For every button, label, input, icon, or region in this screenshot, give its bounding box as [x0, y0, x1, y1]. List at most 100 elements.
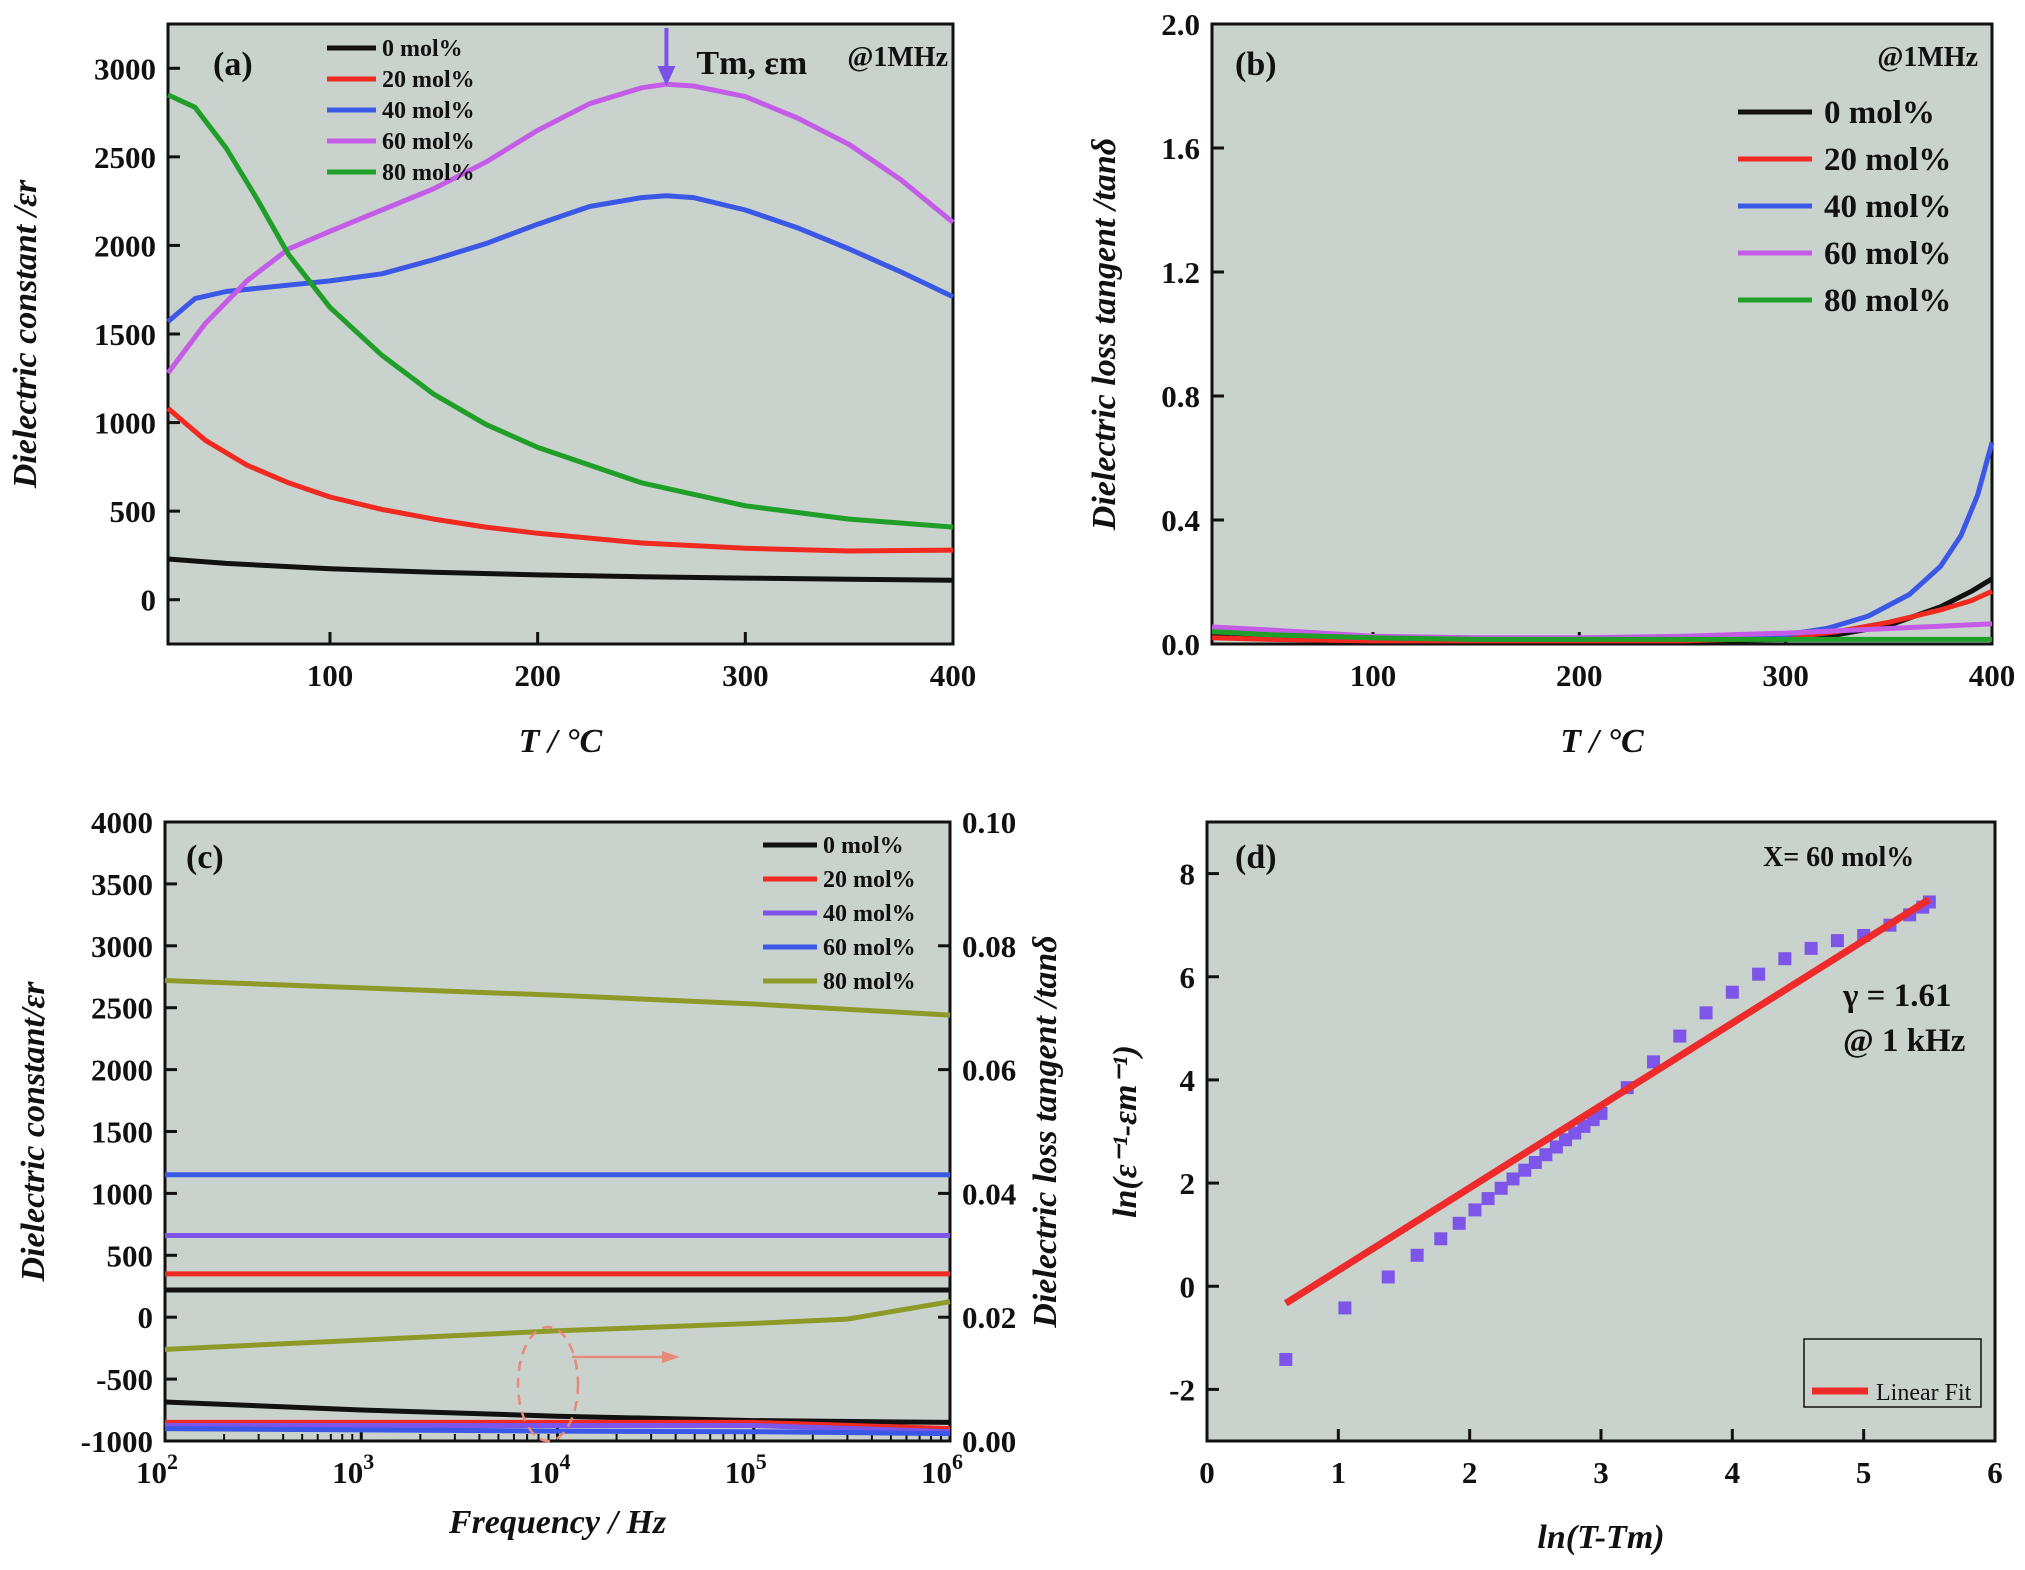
x-tick-exponent: 3 [363, 1449, 374, 1474]
y-tick-label: 500 [107, 1238, 154, 1273]
legend-label: 60 mol% [823, 935, 916, 961]
x-tick-base: 10 [921, 1455, 952, 1490]
x-tick-label: 105 [725, 1449, 767, 1490]
y-right-axis-label: Dielectric loss tangent /tanδ [1027, 935, 1064, 1328]
scatter-point [1647, 1055, 1661, 1069]
scatter-point [1804, 941, 1818, 955]
legend-label: 80 mol% [382, 160, 475, 186]
x-tick-exponent: 4 [560, 1449, 571, 1474]
legend-label: 20 mol% [1824, 142, 1951, 178]
scatter-point [1528, 1155, 1542, 1169]
y-axis-label: ln(ε⁻¹-εm⁻¹) [1107, 1045, 1144, 1218]
x-tick-label: 6 [1987, 1455, 2003, 1490]
peak-arrow-head [657, 66, 676, 86]
scatter-point [1434, 1232, 1448, 1246]
y-tick-label: 6 [1180, 960, 1196, 995]
x-tick-label: 300 [722, 658, 769, 693]
scatter-point [1381, 1270, 1395, 1284]
y-axis-label: Dielectric constant/εr [15, 981, 52, 1283]
y-tick-label: 0 [1180, 1269, 1196, 1304]
x-tick-base: 10 [332, 1455, 363, 1490]
y-tick-label: 0 [138, 1300, 154, 1335]
y-right-tick-label: 0.10 [962, 805, 1016, 840]
x-tick-base: 10 [136, 1455, 167, 1490]
y-tick-label: 2500 [91, 991, 153, 1026]
x-tick-label: 100 [307, 658, 354, 693]
scatter-point [1468, 1203, 1482, 1217]
scatter-point [1673, 1029, 1687, 1043]
chart-panel-c: 102 103 104 105 106-1000-5000500100015002000… [15, 805, 1064, 1541]
axis-indicator-ellipse [516, 1325, 580, 1443]
x-tick-base: 10 [725, 1455, 756, 1490]
gamma-annotation: γ = 1.61 [1842, 978, 1952, 1014]
scatter-point [1699, 1006, 1713, 1020]
y-tick-label: 2.0 [1161, 7, 1200, 42]
plot-area-b [1210, 22, 1994, 646]
legend-label: Linear Fit [1876, 1380, 1972, 1406]
y-tick-label: 0.0 [1161, 627, 1200, 662]
x-tick-label: 300 [1762, 658, 1809, 693]
legend-label: 20 mol% [823, 867, 916, 893]
legend-label: 20 mol% [382, 67, 475, 93]
scatter-point [1539, 1148, 1553, 1162]
scatter-point [1279, 1352, 1293, 1366]
y-tick-label: 2 [1180, 1166, 1196, 1201]
legend-label: 0 mol% [823, 833, 904, 859]
scatter-point [1752, 967, 1766, 981]
y-tick-label: 2000 [91, 1053, 153, 1088]
series-line-a-0 [167, 556, 954, 583]
y-right-tick-label: 0.04 [962, 1176, 1016, 1211]
chart-panel-b: 100 200 300 400 0.0 0.4 0.8 1.2 1.6 2.0 (b) @1MHz 0 … [1086, 7, 2015, 760]
x-tick-label: 106 [921, 1449, 963, 1490]
x-tick-exponent: 6 [952, 1449, 963, 1474]
composition-annotation: X= 60 mol% [1763, 842, 1914, 873]
frequency-annotation: @1MHz [1877, 42, 1978, 73]
loss-line-c-2 [165, 1423, 951, 1435]
legend-label: 0 mol% [382, 36, 463, 62]
y-axis-label: Dielectric constant /εr [7, 179, 44, 489]
legend-label: 60 mol% [382, 129, 475, 155]
y-tick-label: 1000 [91, 1176, 153, 1211]
series-line-c-4 [164, 978, 951, 1018]
y-tick-label: 2500 [94, 140, 156, 175]
y-tick-label: 3500 [91, 867, 153, 902]
frequency-annotation: @ 1 kHz [1843, 1023, 1965, 1059]
y-tick-label: 1500 [91, 1115, 153, 1150]
scatter-point [1830, 934, 1844, 948]
scatter-point [1410, 1248, 1424, 1262]
legend-label: 80 mol% [1824, 283, 1951, 319]
y-tick-label: 1500 [94, 317, 156, 352]
loss-line-c-4 [164, 1299, 951, 1352]
series-line-a-1 [166, 406, 954, 554]
y-tick-label: 2000 [94, 228, 156, 263]
y-tick-label: 8 [1180, 857, 1196, 892]
panel-label: (c) [186, 839, 224, 876]
scatter-point [1452, 1216, 1466, 1230]
scatter-point [1338, 1301, 1352, 1315]
axis-indicator-arrow-head [662, 1351, 680, 1363]
x-axis-label: Frequency / Hz [448, 1504, 667, 1541]
scatter-point [1518, 1163, 1532, 1177]
x-tick-label: 102 [136, 1449, 178, 1490]
y-tick-label: 1.6 [1161, 131, 1200, 166]
series-line-a-3 [166, 81, 955, 375]
y-tick-label: 1.2 [1161, 255, 1200, 290]
peak-annotation-label: Tm, εm [696, 45, 807, 82]
linear-fit-line [1283, 896, 1932, 1307]
loss-line-c-1 [165, 1419, 951, 1432]
y-tick-label: 3000 [91, 929, 153, 964]
x-tick-label: 400 [1969, 658, 2016, 693]
x-axis-label: ln(T-Tm) [1537, 1519, 1664, 1556]
chart-panel-d: 0 1 2 3 4 5 6 -2 0 2 4 6 8 (d) X= 60 mol% γ = 1.61 @ 1 k… [1107, 820, 2003, 1556]
series-line-a-4 [166, 92, 954, 530]
x-tick-exponent: 5 [756, 1449, 767, 1474]
x-tick-label: 103 [332, 1449, 374, 1490]
y-right-tick-label: 0.02 [962, 1300, 1016, 1335]
legend-label: 80 mol% [823, 969, 916, 995]
scatter-point [1725, 985, 1739, 999]
x-tick-label: 1 [1331, 1455, 1347, 1490]
x-tick-label: 5 [1856, 1455, 1872, 1490]
panel-label: (a) [213, 46, 253, 83]
x-tick-label: 400 [930, 658, 977, 693]
